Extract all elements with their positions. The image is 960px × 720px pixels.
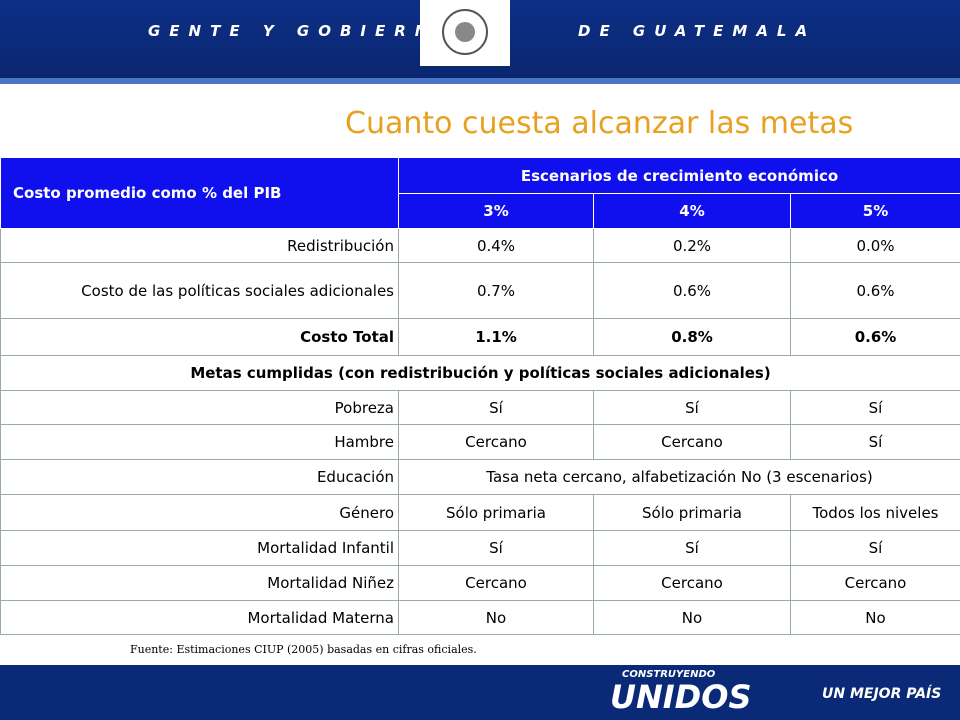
cell: Cercano [593, 424, 791, 460]
cell: Sólo primaria [398, 494, 594, 531]
footer-brand: UNIDOS [610, 678, 752, 716]
cell: Todos los niveles [789, 494, 960, 531]
emblem-icon [442, 9, 488, 55]
header-left: GENTE Y GOBIERNO [148, 22, 459, 40]
row-label: Mortalidad Niñez [0, 565, 399, 601]
cell: 0.6% [789, 318, 960, 356]
row-label: Pobreza [0, 390, 399, 425]
row-label: Educación [0, 459, 399, 495]
cell: 0.7% [398, 262, 594, 319]
cell: 0.2% [593, 228, 791, 263]
cell: Sólo primaria [593, 494, 791, 531]
row-label: Redistribución [0, 228, 399, 263]
title: Cuanto cuesta alcanzar las metas [345, 106, 854, 141]
column-header: 4% [593, 193, 791, 229]
cell: Tasa neta cercano, alfabetización No (3 … [397, 459, 960, 495]
cell: Sí [398, 390, 594, 425]
cell: Sí [789, 530, 960, 566]
footer-band [0, 665, 960, 720]
row-label: Mortalidad Materna [0, 600, 399, 635]
cell: 0.6% [593, 262, 791, 319]
footer-top: CONSTRUYENDO [622, 669, 716, 680]
cell: Cercano [398, 424, 594, 460]
cell: Sí [398, 530, 594, 566]
table: Costo promedio como % del PIB Escenarios … [0, 157, 960, 635]
row-label: Hambre [0, 424, 399, 460]
header-line [0, 78, 960, 84]
cell: Sí [789, 424, 960, 460]
footer-slogan: UN MEJOR PAÍS [822, 686, 942, 702]
cell: Sí [593, 530, 791, 566]
table-row: Mortalidad Materna No No No [0, 600, 960, 635]
cell: 0.8% [593, 318, 791, 356]
table-row: Mortalidad Infantil Sí Sí Sí [0, 530, 960, 566]
table-row: Costo Total 1.1% 0.8% 0.6% [0, 318, 960, 356]
cell: 1.1% [398, 318, 594, 356]
row-label: Mortalidad Infantil [0, 530, 399, 566]
cell: Sí [593, 390, 791, 425]
group-header: Escenarios de crecimiento económico [397, 157, 960, 194]
cell: 0.0% [789, 228, 960, 263]
cell: No [789, 600, 960, 635]
column-header: 5% [789, 193, 960, 229]
cell: Cercano [398, 565, 594, 601]
row-label: Costo de las políticas sociales adiciona… [0, 262, 399, 319]
row-label: Costo Total [0, 318, 399, 356]
cell: 0.4% [398, 228, 594, 263]
table-row: Mortalidad Niñez Cercano Cercano Cercano [0, 565, 960, 601]
column-header: 3% [398, 193, 594, 229]
table-row: Costo de las políticas sociales adiciona… [0, 262, 960, 319]
source: Fuente: Estimaciones CIUP (2005) basadas… [130, 643, 477, 656]
cell: Cercano [789, 565, 960, 601]
table-row: Metas cumplidas (con redistribución y po… [0, 355, 960, 391]
table-row: Género Sólo primaria Sólo primaria Todos lo… [0, 494, 960, 531]
row-label: Género [0, 494, 399, 531]
table-row: Redistribución 0.4% 0.2% 0.0% [0, 228, 960, 263]
corner: Costo promedio como % del PIB [0, 157, 399, 229]
cell: No [593, 600, 791, 635]
cell: 0.6% [789, 262, 960, 319]
table-row: Pobreza Sí Sí Sí [0, 390, 960, 425]
emblem [420, 0, 510, 66]
header-right: DE GUATEMALA [578, 22, 817, 40]
table-row: Hambre Cercano Cercano Sí [0, 424, 960, 460]
table-row: Educación Tasa neta cercano, alfabetizaci… [0, 459, 960, 495]
cell: Metas cumplidas (con redistribución y po… [0, 355, 960, 391]
cell: No [398, 600, 594, 635]
cell: Sí [789, 390, 960, 425]
cell: Cercano [593, 565, 791, 601]
